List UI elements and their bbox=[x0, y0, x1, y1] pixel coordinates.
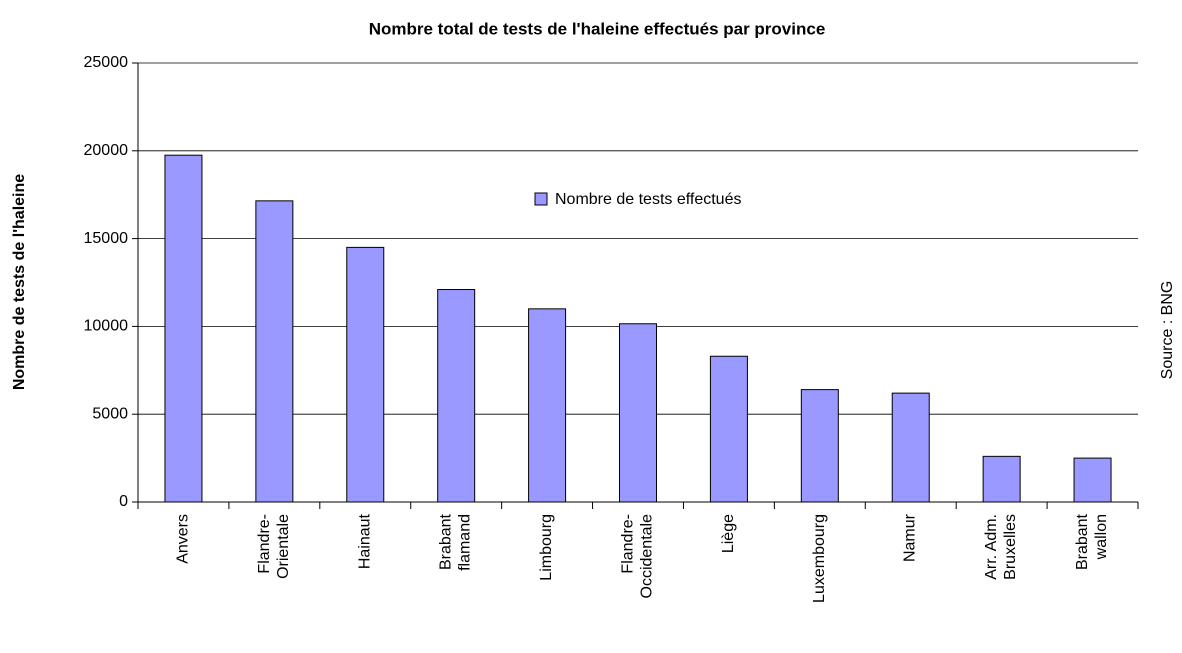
x-tick-label: Brabant flamand bbox=[438, 513, 474, 570]
x-tick-label: Flandre- Occidentale bbox=[620, 514, 656, 599]
bar bbox=[528, 308, 567, 503]
x-tick-label: Limbourg bbox=[538, 514, 555, 581]
x-tick-label: Luxembourg bbox=[811, 514, 828, 603]
y-tick-label: 20000 bbox=[84, 142, 129, 159]
y-tick-label: 15000 bbox=[84, 230, 129, 247]
legend-swatch bbox=[534, 192, 548, 206]
bar bbox=[709, 355, 748, 503]
x-tick-label: Brabant wallon bbox=[1074, 513, 1110, 570]
source-note: Source : BNG bbox=[1159, 281, 1176, 380]
bar bbox=[800, 389, 839, 503]
bar bbox=[891, 392, 930, 503]
x-tick-label: Anvers bbox=[175, 514, 192, 564]
x-tick-label: Arr. Adm. Bruxelles bbox=[983, 514, 1019, 580]
chart-title: Nombre total de tests de l'haleine effec… bbox=[369, 19, 826, 38]
x-tick-label: Namur bbox=[902, 513, 919, 562]
y-axis-label: Nombre de tests de l'haleine bbox=[11, 174, 28, 390]
x-tick-label: Flandre- Orientale bbox=[256, 514, 292, 579]
bar bbox=[619, 323, 657, 503]
bar bbox=[982, 455, 1021, 503]
bar bbox=[1073, 457, 1112, 503]
bar bbox=[164, 154, 203, 503]
x-tick-label: Liège bbox=[720, 514, 737, 553]
y-tick-label: 25000 bbox=[84, 54, 129, 71]
y-tick-label: 0 bbox=[119, 493, 128, 510]
bar bbox=[346, 246, 385, 503]
bar bbox=[255, 200, 294, 503]
x-tick-label: Hainaut bbox=[356, 513, 373, 569]
y-tick-label: 10000 bbox=[84, 318, 129, 335]
bar bbox=[437, 289, 476, 503]
legend-label: Nombre de tests effectués bbox=[555, 191, 741, 208]
y-tick-label: 5000 bbox=[92, 405, 128, 422]
